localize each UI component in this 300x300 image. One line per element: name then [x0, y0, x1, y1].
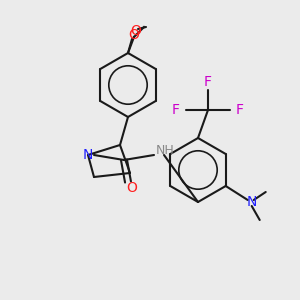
Text: F: F: [236, 103, 244, 117]
Text: F: F: [204, 75, 212, 89]
Text: O: O: [127, 181, 137, 195]
Text: NH: NH: [156, 145, 175, 158]
Text: N: N: [83, 148, 93, 162]
Text: O: O: [129, 28, 140, 42]
Text: F: F: [172, 103, 180, 117]
Text: N: N: [247, 195, 257, 209]
Text: O: O: [130, 24, 141, 38]
